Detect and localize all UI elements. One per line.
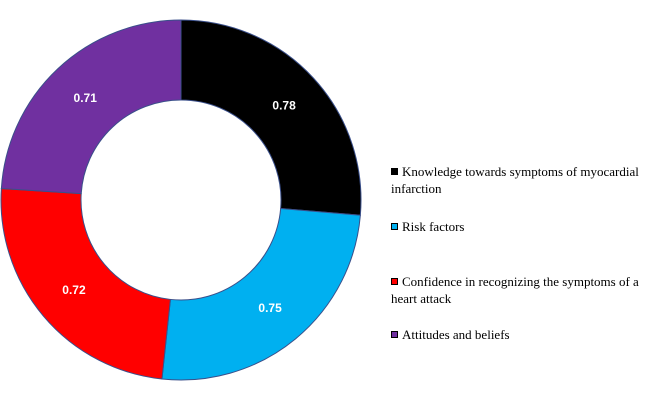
data-label-attitudes: 0.71 bbox=[74, 91, 98, 105]
legend: Knowledge towards symptoms of myocardial… bbox=[391, 0, 661, 400]
legend-swatch-attitudes bbox=[391, 331, 398, 338]
slice-knowledge bbox=[180, 19, 362, 216]
legend-swatch-confidence bbox=[391, 278, 398, 285]
legend-label-attitudes: Attitudes and beliefs bbox=[402, 327, 510, 342]
legend-swatch-risk-factors bbox=[391, 223, 398, 230]
legend-item-risk-factors: Risk factors bbox=[391, 218, 659, 235]
legend-label-knowledge: Knowledge towards symptoms of myocardial… bbox=[391, 164, 639, 196]
data-label-confidence: 0.72 bbox=[62, 283, 86, 297]
donut-plot: 0.78 0.75 0.72 0.71 bbox=[0, 19, 362, 381]
legend-label-confidence: Confidence in recognizing the symptoms o… bbox=[391, 274, 639, 306]
slice-risk-factors bbox=[161, 207, 361, 381]
slice-attitudes bbox=[0, 19, 182, 195]
legend-item-attitudes: Attitudes and beliefs bbox=[391, 326, 659, 343]
legend-item-confidence: Confidence in recognizing the symptoms o… bbox=[391, 273, 659, 307]
legend-label-risk-factors: Risk factors bbox=[402, 219, 465, 234]
data-label-risk-factors: 0.75 bbox=[258, 301, 282, 315]
slice-confidence bbox=[0, 188, 171, 380]
legend-item-knowledge: Knowledge towards symptoms of myocardial… bbox=[391, 163, 659, 197]
data-label-knowledge: 0.78 bbox=[272, 98, 296, 112]
legend-swatch-knowledge bbox=[391, 168, 398, 175]
